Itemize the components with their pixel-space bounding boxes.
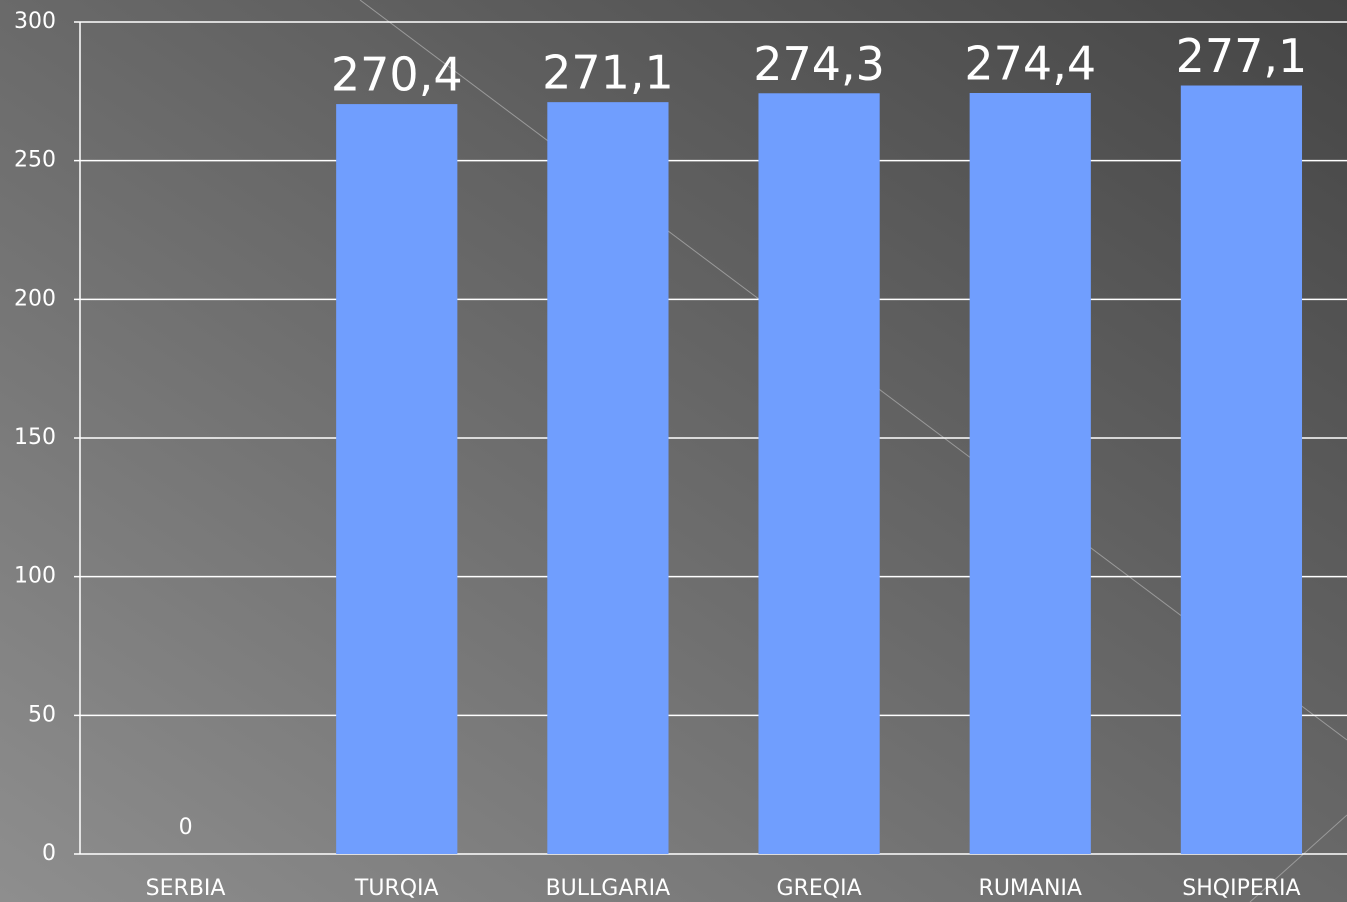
x-tick-label: SHQIPERIA <box>1182 876 1300 901</box>
bar <box>969 92 1091 855</box>
x-tick-label: TURQIA <box>354 876 439 901</box>
decor-line <box>1249 814 1347 902</box>
bar <box>758 93 880 855</box>
y-tick-label: 200 <box>14 286 56 311</box>
y-tick-label: 300 <box>14 9 56 34</box>
x-tick-label: SERBIA <box>146 876 226 901</box>
bar <box>1180 85 1303 854</box>
y-tick-label: 50 <box>28 702 56 727</box>
y-tick-label: 100 <box>14 564 56 589</box>
x-tick-label: GREQIA <box>777 876 862 901</box>
bar <box>547 102 669 854</box>
x-tick-label: RUMANIA <box>979 876 1082 901</box>
data-label: 271,1 <box>542 46 674 100</box>
data-label: 0 <box>179 815 193 840</box>
data-label: 270,4 <box>331 48 463 102</box>
data-label: 274,4 <box>964 36 1096 90</box>
data-label: 277,1 <box>1176 29 1308 83</box>
bar <box>336 104 458 854</box>
y-tick-label: 250 <box>14 148 56 173</box>
data-label: 274,3 <box>753 37 885 91</box>
x-tick-label: BULLGARIA <box>546 876 671 901</box>
y-tick-label: 0 <box>42 841 56 866</box>
y-tick-label: 150 <box>14 425 56 450</box>
